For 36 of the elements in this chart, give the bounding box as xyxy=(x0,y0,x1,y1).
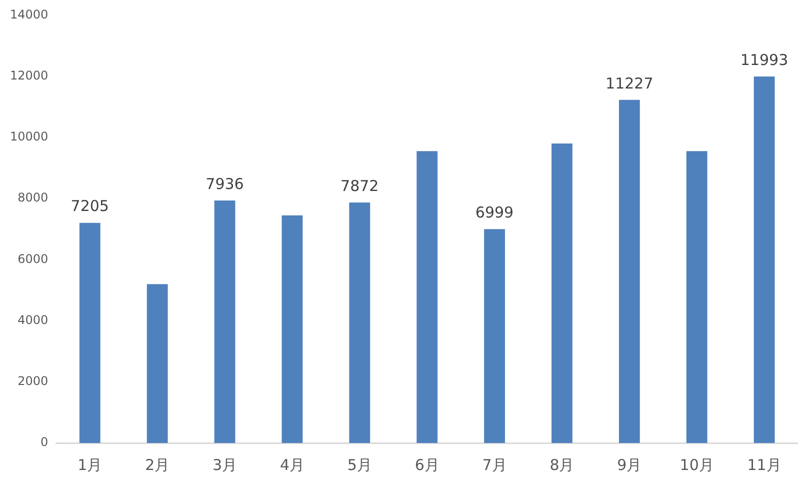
x-tick-label: 1月 xyxy=(78,456,102,474)
bar xyxy=(552,144,572,443)
y-tick-label: 8000 xyxy=(18,190,48,205)
bar xyxy=(686,151,708,443)
y-tick-label: 0 xyxy=(40,435,48,450)
data-label: 11227 xyxy=(606,74,654,92)
y-tick-label: 6000 xyxy=(18,252,48,266)
x-tick-label: 7月 xyxy=(482,456,507,474)
x-tick-label: 5月 xyxy=(347,456,372,474)
bar xyxy=(349,202,370,443)
bar xyxy=(754,76,775,443)
y-tick-label: 2000 xyxy=(18,374,48,388)
x-tick-label: 9月 xyxy=(617,456,642,474)
x-tick-label: 2月 xyxy=(145,456,170,474)
x-tick-label: 11月 xyxy=(747,456,782,474)
data-label: 11993 xyxy=(740,50,788,69)
bar xyxy=(79,222,100,443)
bar xyxy=(618,100,640,443)
bar xyxy=(146,284,168,443)
bar xyxy=(416,151,438,443)
data-label: 6999 xyxy=(475,204,514,222)
data-label: 7205 xyxy=(70,197,109,216)
x-tick-label: 8月 xyxy=(550,456,574,474)
y-tick-label: 4000 xyxy=(18,312,48,327)
x-tick-label: 10月 xyxy=(680,456,714,474)
y-tick-label: 14000 xyxy=(10,7,48,22)
x-tick-label: 4月 xyxy=(280,456,304,474)
x-tick-label: 6月 xyxy=(414,456,440,474)
y-tick-label: 12000 xyxy=(10,68,48,82)
x-tick-label: 3月 xyxy=(212,456,238,474)
data-label: 7872 xyxy=(340,176,379,195)
y-tick-label: 10000 xyxy=(10,130,48,144)
bar xyxy=(484,229,505,443)
bar xyxy=(214,200,236,443)
bar xyxy=(282,215,303,443)
data-label: 7936 xyxy=(206,174,244,193)
